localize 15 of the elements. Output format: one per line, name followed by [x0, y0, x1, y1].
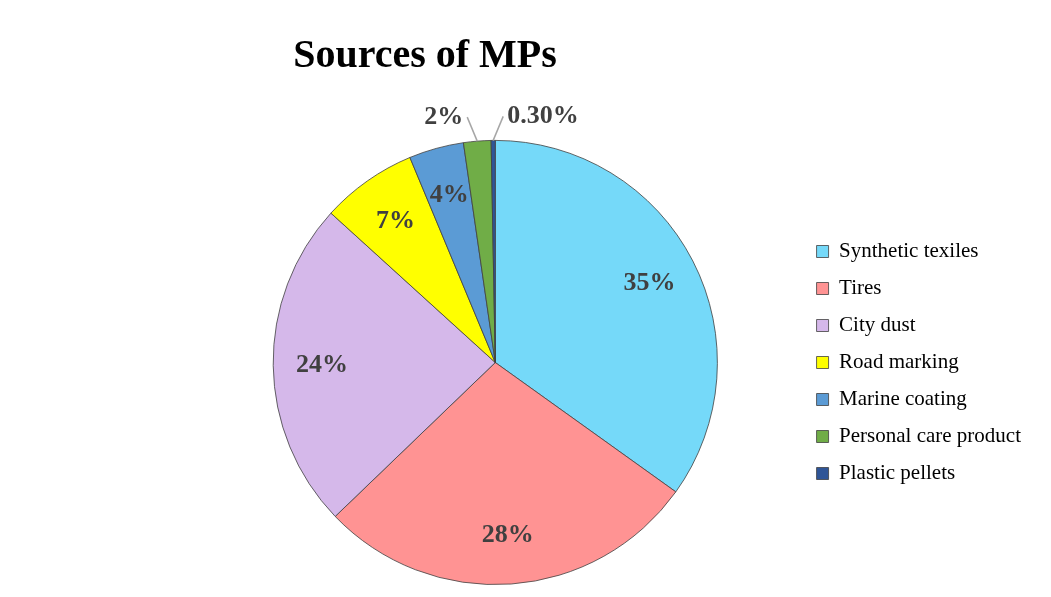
legend-label: City dust — [839, 312, 916, 337]
data-label: 24% — [296, 348, 349, 378]
data-label: 0.30% — [507, 100, 579, 130]
data-label: 7% — [375, 204, 415, 234]
data-label: 4% — [429, 179, 469, 209]
chart-title: Sources of MPs — [292, 30, 558, 77]
legend-label: Tires — [839, 275, 882, 300]
data-label: 35% — [623, 267, 676, 297]
legend-label: Plastic pellets — [839, 460, 956, 485]
data-label: 2% — [424, 100, 464, 130]
legend-label: Personal care product — [839, 423, 1022, 448]
legend-label: Synthetic texiles — [839, 238, 979, 263]
legend-label: Road marking — [839, 349, 960, 374]
data-label: 28% — [481, 519, 534, 549]
legend-label: Marine coating — [839, 386, 968, 411]
